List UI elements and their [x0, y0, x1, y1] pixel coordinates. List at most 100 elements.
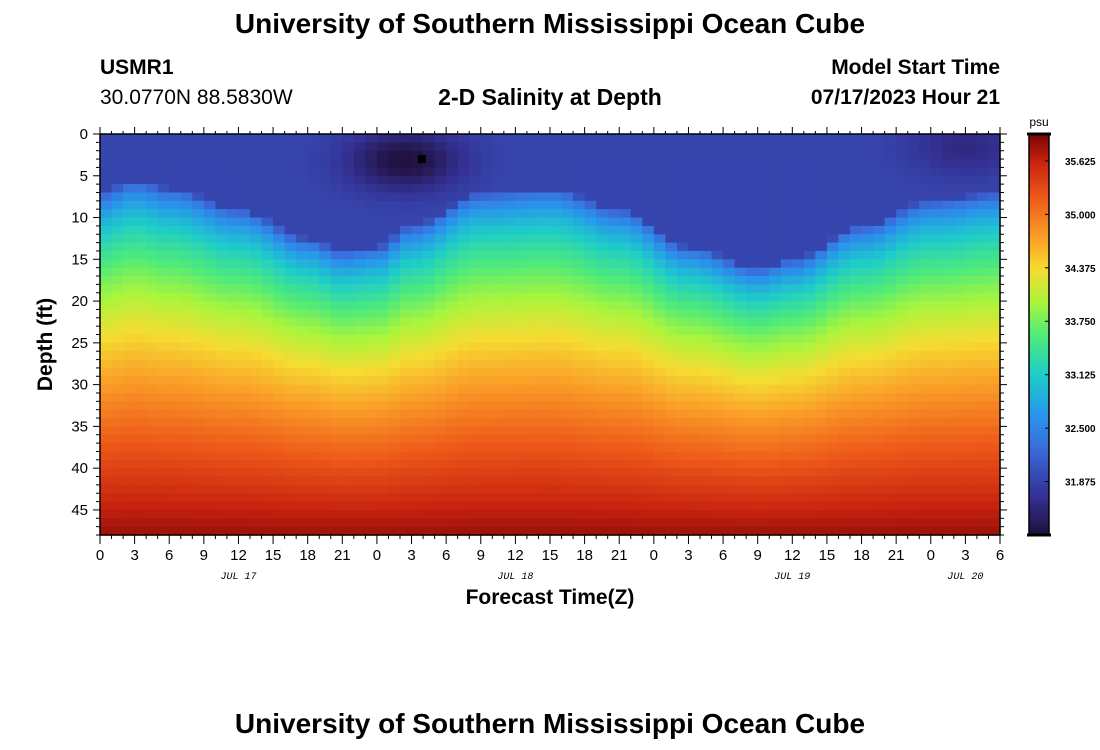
heatmap-cell [769, 167, 782, 177]
heatmap-cell [942, 225, 955, 235]
heatmap-cell [976, 150, 990, 160]
heatmap-cell [573, 501, 586, 511]
heatmap-cell [134, 242, 147, 252]
heatmap-cell [930, 301, 943, 311]
heatmap-cell [619, 518, 632, 528]
heatmap-cell [769, 234, 782, 244]
heatmap-cell [423, 225, 436, 235]
heatmap-cell [942, 367, 955, 377]
heatmap-cell [388, 334, 401, 344]
heatmap-cell [146, 443, 159, 453]
heatmap-cell [319, 409, 332, 419]
heatmap-cell [388, 342, 401, 352]
heatmap-cell [111, 493, 124, 503]
heatmap-cell [411, 217, 424, 227]
colorbar-segment [1029, 377, 1049, 382]
heatmap-cells [100, 134, 1001, 536]
heatmap-cell [896, 267, 909, 277]
heatmap-cell [907, 284, 920, 294]
heatmap-cell [134, 426, 147, 436]
heatmap-cell [676, 301, 690, 311]
heatmap-cell [273, 150, 286, 160]
heatmap-cell [134, 175, 147, 185]
heatmap-cell [596, 359, 609, 369]
heatmap-cell [780, 434, 793, 444]
heatmap-cell [100, 234, 113, 244]
heatmap-cell [157, 459, 170, 469]
heatmap-cell [619, 434, 632, 444]
heatmap-cell [988, 167, 1001, 177]
heatmap-cell [919, 518, 932, 528]
heatmap-cell [203, 150, 216, 160]
heatmap-cell [919, 384, 932, 394]
heatmap-cell [665, 526, 678, 536]
heatmap-cell [423, 409, 436, 419]
heatmap-cell [203, 225, 216, 235]
heatmap-cell [734, 459, 747, 469]
heatmap-cell [723, 409, 736, 419]
heatmap-cell [653, 242, 666, 252]
heatmap-cell [203, 234, 216, 244]
y-tick-label: 15 [71, 251, 88, 268]
heatmap-cell [215, 301, 228, 311]
heatmap-cell [596, 392, 609, 402]
heatmap-cell [192, 192, 205, 202]
heatmap-cell [873, 134, 886, 143]
heatmap-cell [423, 334, 436, 344]
heatmap-cell [896, 351, 909, 361]
heatmap-cell [838, 401, 851, 411]
heatmap-cell [388, 217, 401, 227]
heatmap-cell [896, 284, 909, 294]
heatmap-cell [780, 150, 793, 160]
heatmap-cell [457, 509, 470, 519]
heatmap-cell [688, 384, 701, 394]
heatmap-cell [169, 150, 182, 160]
heatmap-cell [976, 484, 990, 494]
heatmap-cell [273, 292, 286, 302]
heatmap-cell [503, 367, 516, 377]
colorbar-segment [1029, 154, 1049, 158]
heatmap-cell [930, 234, 943, 244]
heatmap-cell [630, 225, 643, 235]
colorbar-segment [1029, 381, 1049, 386]
heatmap-cell [873, 317, 886, 327]
heatmap-cell [284, 317, 297, 327]
heatmap-cell [965, 292, 978, 302]
heatmap-cell [342, 242, 355, 252]
heatmap-cell [976, 284, 990, 294]
heatmap-cell [665, 476, 678, 486]
heatmap-cell [203, 392, 216, 402]
heatmap-cell [492, 493, 505, 503]
heatmap-cell [723, 501, 736, 511]
heatmap-cell [296, 284, 309, 294]
heatmap-cell [469, 518, 482, 528]
heatmap-cell [953, 392, 966, 402]
heatmap-cell [607, 509, 620, 519]
heatmap-cell [342, 384, 355, 394]
heatmap-cell [146, 493, 159, 503]
heatmap-cell [203, 276, 216, 285]
heatmap-cell [111, 192, 124, 202]
heatmap-cell [642, 209, 655, 219]
heatmap-cell [446, 309, 459, 319]
heatmap-cell [238, 234, 251, 244]
heatmap-cell [376, 401, 390, 411]
heatmap-cell [642, 150, 655, 160]
heatmap-cell [711, 217, 724, 227]
heatmap-cell [965, 451, 978, 461]
heatmap-cell [746, 200, 759, 210]
heatmap-cell [446, 159, 459, 169]
heatmap-cell [111, 434, 124, 444]
heatmap-cell [884, 384, 897, 394]
heatmap-cell [930, 426, 943, 436]
heatmap-cell [446, 443, 459, 453]
heatmap-cell [296, 468, 309, 478]
heatmap-cell [584, 326, 597, 336]
heatmap-cell [596, 459, 609, 469]
heatmap-cell [273, 526, 286, 536]
heatmap-cell [284, 434, 297, 444]
heatmap-cell [226, 351, 240, 361]
heatmap-cell [180, 451, 193, 461]
heatmap-cell [584, 276, 597, 285]
heatmap-cell [953, 451, 966, 461]
